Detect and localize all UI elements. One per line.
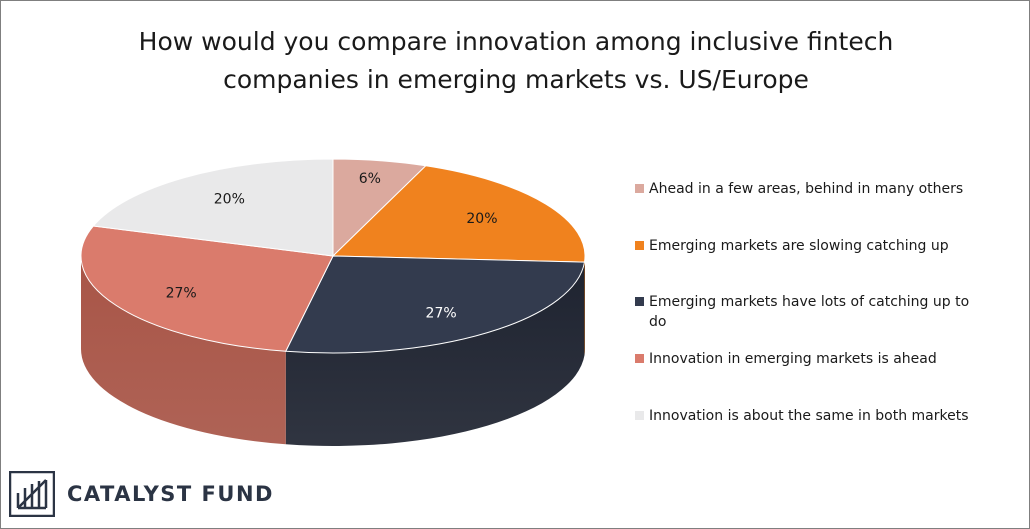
- pie-slice-4: [80, 225, 334, 352]
- pie-data-label-2: 20%: [466, 211, 497, 227]
- legend-label: Emerging markets are slowing catching up: [649, 238, 949, 254]
- legend-item-4: Innovation in emerging markets is ahead: [635, 349, 979, 369]
- pie-data-label-1: 6%: [359, 171, 381, 187]
- legend-item-2: Emerging markets are slowing catching up: [635, 236, 979, 256]
- pie-data-label-3: 27%: [426, 305, 457, 321]
- catalyst-fund-logo-icon: [9, 471, 55, 517]
- pie-data-label-5: 20%: [214, 191, 245, 207]
- legend-item-5: Innovation is about the same in both mar…: [635, 406, 979, 426]
- pie-slice-side-3: [285, 262, 585, 446]
- legend-label: Innovation in emerging markets is ahead: [649, 351, 937, 367]
- chart-title: How would you compare innovation among i…: [138, 27, 894, 94]
- pie-slice-3: [285, 255, 586, 354]
- legend-swatch: [635, 411, 644, 420]
- pie-slice-2: [331, 165, 586, 263]
- legend-swatch: [635, 354, 644, 363]
- legend-item-3: Emerging markets have lots of catching u…: [635, 292, 979, 332]
- pie-top-faces: [80, 158, 586, 354]
- pie-data-label-4: 27%: [166, 285, 197, 301]
- legend-label: Ahead in a few areas, behind in many oth…: [649, 181, 964, 197]
- pie-data-labels: 6% 20% 27% 27% 20%: [166, 171, 498, 321]
- pie-slice-5: [92, 158, 334, 257]
- legend-label: Emerging markets have lots of catching u…: [649, 294, 970, 330]
- legend-item-1: Ahead in a few areas, behind in many oth…: [635, 179, 979, 199]
- legend-swatch: [635, 184, 644, 193]
- catalyst-fund-logo: CATALYST FUND: [9, 471, 274, 517]
- legend-swatch: [635, 241, 644, 250]
- legend-swatch: [635, 297, 644, 306]
- pie-side-walls: [81, 256, 585, 446]
- brand-name: CATALYST FUND: [67, 482, 274, 506]
- pie-slice-side-4: [81, 256, 286, 445]
- legend-label: Innovation is about the same in both mar…: [649, 408, 969, 424]
